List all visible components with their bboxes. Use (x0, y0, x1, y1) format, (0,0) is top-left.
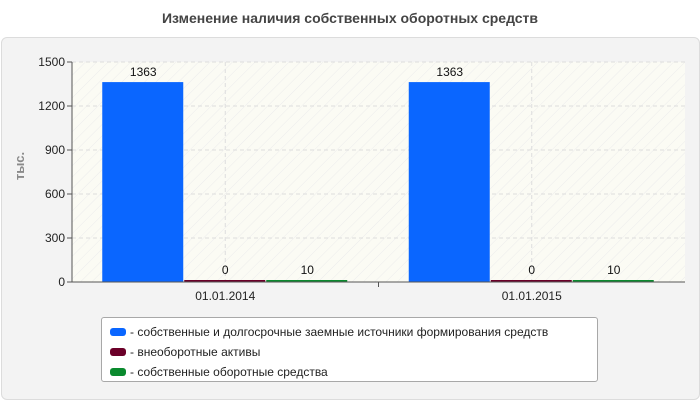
y-tick-label: 1200 (38, 99, 65, 113)
bar-series-2 (184, 280, 266, 282)
legend-swatch (110, 348, 126, 356)
y-axis-label: тыс. (12, 152, 27, 180)
bar-series-1 (408, 82, 490, 283)
legend-label: - внеоборотные активы (130, 345, 261, 359)
legend-item: - собственные оборотные средства (110, 362, 597, 382)
bar-series-3 (572, 280, 654, 282)
y-tick-label: 600 (45, 187, 65, 201)
x-tick-label: 01.01.2015 (502, 289, 562, 303)
bar-value-label: 1363 (130, 65, 157, 79)
y-tick-label: 1500 (38, 55, 65, 69)
legend-swatch (110, 328, 126, 336)
bar-value-label: 10 (607, 263, 621, 277)
legend-item: - собственные и долгосрочные заемные ист… (110, 322, 597, 342)
bar-series-2 (490, 280, 572, 282)
chart-title: Изменение наличия собственных оборотных … (161, 10, 539, 26)
legend-label: - собственные оборотные средства (130, 365, 328, 379)
bar-value-label: 10 (301, 263, 315, 277)
x-tick-label: 01.01.2014 (195, 289, 255, 303)
legend: - собственные и долгосрочные заемные ист… (101, 317, 598, 382)
y-tick-label: 300 (45, 231, 65, 245)
y-tick-label: 0 (58, 275, 65, 289)
bar-value-label: 0 (528, 263, 535, 277)
bar-series-1 (102, 82, 184, 283)
legend-swatch (110, 368, 126, 376)
bar-value-label: 0 (222, 263, 229, 277)
legend-item: - внеоборотные активы (110, 342, 597, 362)
bar-series-3 (266, 280, 348, 282)
legend-label: - собственные и долгосрочные заемные ист… (130, 325, 549, 339)
bar-value-label: 1363 (436, 65, 463, 79)
y-tick-label: 900 (45, 143, 65, 157)
